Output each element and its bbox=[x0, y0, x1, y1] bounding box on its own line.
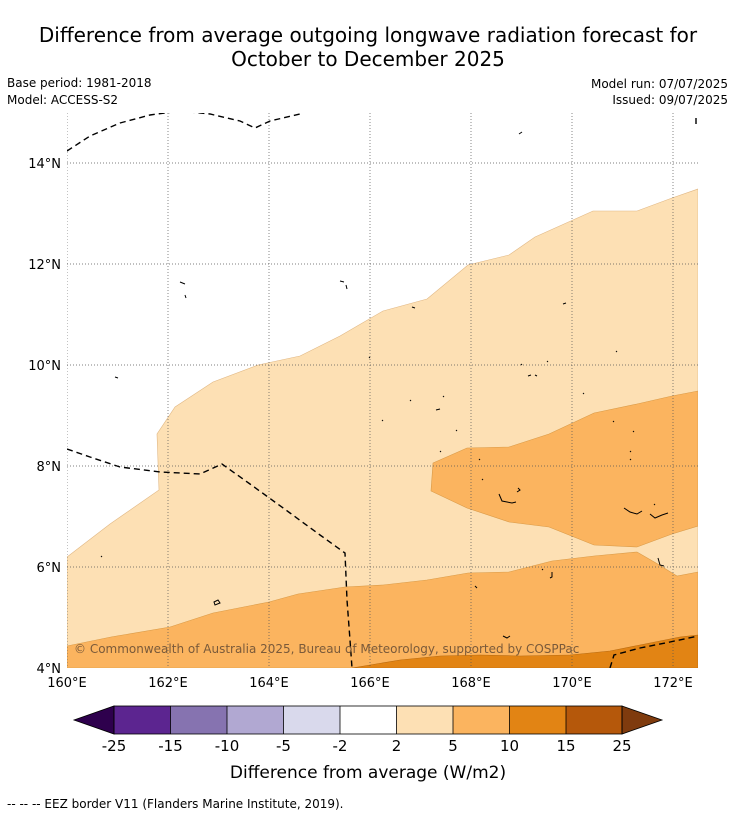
island-outline bbox=[518, 131, 523, 135]
map-plot-area bbox=[67, 113, 698, 668]
y-tick-label: 8°N bbox=[37, 460, 62, 475]
x-tick-label: 172°E bbox=[653, 676, 693, 691]
islands bbox=[100, 131, 669, 639]
colorbar-swatch bbox=[283, 706, 340, 734]
island-outline bbox=[368, 356, 371, 359]
anomaly-region-5-to-10-central bbox=[430, 390, 698, 548]
eez-border-southeast bbox=[609, 635, 698, 668]
island-outline bbox=[649, 512, 669, 519]
colorbar-swatch bbox=[509, 706, 566, 734]
island-outline bbox=[439, 450, 481, 461]
island-outline bbox=[502, 635, 511, 639]
island-outline bbox=[455, 429, 458, 432]
map-title: Difference from average outgoing longwav… bbox=[0, 23, 736, 71]
title-line-1: Difference from average outgoing longwav… bbox=[38, 23, 698, 47]
anomaly-region-5-to-10-south bbox=[67, 551, 698, 668]
eez-border-north bbox=[67, 113, 301, 152]
colorbar-swatch bbox=[453, 706, 510, 734]
island-outline bbox=[653, 503, 656, 506]
colorbar-tick: 5 bbox=[448, 737, 458, 755]
island-outline bbox=[100, 555, 103, 558]
colorbar-tick: -25 bbox=[102, 737, 127, 755]
island-outline bbox=[516, 487, 521, 493]
colorbar-tick: 25 bbox=[612, 737, 631, 755]
island-outline bbox=[339, 280, 348, 290]
y-tick-label: 10°N bbox=[28, 359, 61, 374]
graticule bbox=[67, 113, 698, 668]
y-tick-label: 14°N bbox=[28, 157, 61, 172]
x-tick-label: 160°E bbox=[47, 676, 87, 691]
island-outline bbox=[498, 493, 517, 504]
colorbar-tick: 15 bbox=[556, 737, 575, 755]
island-outline bbox=[520, 360, 549, 366]
island-outline bbox=[435, 408, 441, 411]
issued-date: Issued: 09/07/2025 bbox=[612, 93, 728, 107]
island-outline bbox=[623, 507, 643, 515]
model-run: Model run: 07/07/2025 bbox=[590, 77, 728, 91]
copyright-notice: © Commonwealth of Australia 2025, Bureau… bbox=[74, 642, 579, 656]
colorbar: -25 -15 -10 -5 -2 2 5 10 15 25 Differenc… bbox=[72, 705, 664, 783]
island-outline bbox=[657, 557, 665, 567]
island-outline bbox=[114, 376, 119, 379]
island-outline bbox=[541, 568, 553, 579]
island-outline bbox=[615, 350, 618, 353]
island-outline bbox=[409, 395, 445, 402]
model-name: Model: ACCESS-S2 bbox=[7, 93, 119, 107]
anomaly-region-10-to-15 bbox=[351, 634, 698, 668]
colorbar-swatch bbox=[396, 706, 453, 734]
y-axis-labels: 14°N 12°N 10°N 8°N 6°N 4°N bbox=[28, 157, 61, 677]
x-tick-label: 166°E bbox=[350, 676, 390, 691]
colorbar-swatch bbox=[340, 706, 397, 734]
island-outline bbox=[582, 392, 585, 395]
colorbar-tick: -15 bbox=[158, 737, 183, 755]
x-tick-label: 170°E bbox=[552, 676, 592, 691]
colorbar-extend-low bbox=[72, 705, 115, 735]
island-outline bbox=[481, 478, 484, 481]
y-tick-label: 4°N bbox=[37, 662, 62, 677]
x-tick-label: 162°E bbox=[148, 676, 188, 691]
island-outline bbox=[213, 599, 221, 606]
x-axis-labels: 160°E 162°E 164°E 166°E 168°E 170°E 172°… bbox=[47, 676, 693, 691]
colorbar-extend-high bbox=[621, 705, 664, 735]
island-outline bbox=[527, 374, 538, 377]
colorbar-swatch bbox=[227, 706, 284, 734]
y-tick-label: 12°N bbox=[28, 258, 61, 273]
colorbar-label: Difference from average (W/m2) bbox=[230, 763, 506, 783]
eez-borders bbox=[67, 113, 698, 668]
island-outline bbox=[629, 450, 632, 461]
anomaly-region-2-to-5 bbox=[67, 188, 698, 668]
colorbar-outline bbox=[113, 705, 623, 735]
colorbar-tick-labels: -25 -15 -10 -5 -2 2 5 10 15 25 bbox=[102, 737, 632, 755]
x-tick-label: 164°E bbox=[249, 676, 289, 691]
y-tick-label: 6°N bbox=[37, 561, 62, 576]
base-period: Base period: 1981-2018 bbox=[7, 76, 152, 90]
eez-border-central bbox=[67, 448, 353, 668]
colorbar-tick: 10 bbox=[500, 737, 519, 755]
island-outline bbox=[179, 281, 187, 299]
island-outline bbox=[381, 419, 384, 422]
colorbar-swatch bbox=[566, 706, 622, 734]
island-outline bbox=[411, 306, 416, 309]
colorbar-swatch bbox=[170, 706, 227, 734]
title-line-2: October to December 2025 bbox=[231, 47, 505, 71]
colorbar-tick: -5 bbox=[276, 737, 291, 755]
colorbar-tick: -2 bbox=[333, 737, 348, 755]
colorbar-tick: 2 bbox=[392, 737, 402, 755]
island-outline bbox=[474, 585, 478, 589]
colorbar-swatch bbox=[114, 706, 171, 734]
colorbar-tick: -10 bbox=[215, 737, 240, 755]
island-outline bbox=[562, 302, 567, 305]
eez-legend-note: -- -- -- EEZ border V11 (Flanders Marine… bbox=[7, 797, 344, 811]
x-tick-label: 168°E bbox=[451, 676, 491, 691]
island-outline bbox=[612, 420, 635, 433]
